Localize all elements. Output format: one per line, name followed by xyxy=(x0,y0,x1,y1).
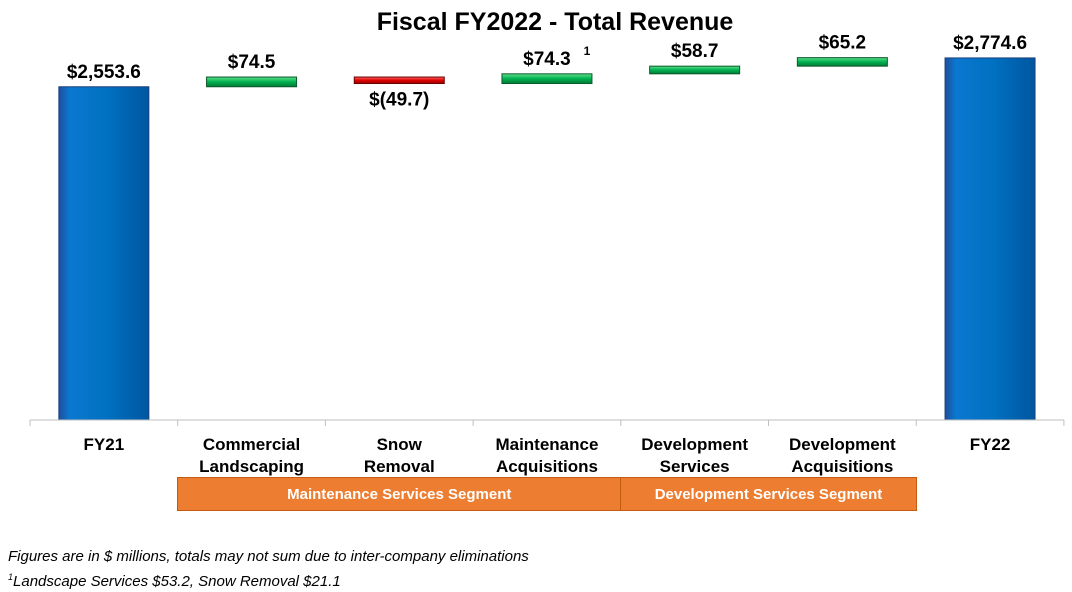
value-label-development-services: $58.7 xyxy=(671,41,719,62)
category-label-development-services: Development Services xyxy=(641,435,748,476)
category-label-fy22: FY22 xyxy=(970,435,1011,454)
value-label-commercial-landscaping: $74.5 xyxy=(228,52,276,73)
bar-maintenance-acquisitions xyxy=(501,73,593,85)
value-label-development-acquisitions: $65.2 xyxy=(819,33,867,54)
bar-commercial-landscaping xyxy=(206,76,298,88)
category-label-commercial-landscaping: Commercial Landscaping xyxy=(199,435,304,476)
category-label-maintenance-acquisitions: Maintenance Acquisitions xyxy=(495,435,598,476)
footnote-ref-maintenance-acquisitions: 1 xyxy=(584,44,591,58)
footnote-breakdown: Landscape Services $53.2, Snow Removal $… xyxy=(13,573,341,590)
bar-fy22 xyxy=(944,57,1036,421)
category-line: FY22 xyxy=(970,435,1011,454)
bar-development-acquisitions xyxy=(796,57,888,67)
category-label-fy21: FY21 xyxy=(84,435,125,454)
category-line: Development xyxy=(641,435,748,454)
footnotes: Figures are in $ millions, totals may no… xyxy=(8,546,529,592)
footnote-marker: 1 xyxy=(8,572,14,582)
category-line: Removal xyxy=(364,457,435,476)
chart-title: Fiscal FY2022 - Total Revenue xyxy=(377,8,734,36)
value-label-fy22: $2,774.6 xyxy=(953,33,1027,54)
category-line: FY21 xyxy=(84,435,125,454)
category-line: Development xyxy=(789,435,896,454)
bar-fy21 xyxy=(58,86,150,421)
category-line: Acquisitions xyxy=(496,457,598,476)
footnote-units: Figures are in $ millions, totals may no… xyxy=(8,548,529,565)
category-line: Commercial xyxy=(203,435,300,454)
category-line: Maintenance xyxy=(495,435,598,454)
bar-snow-removal xyxy=(353,76,445,85)
category-label-development-acquisitions: Development Acquisitions xyxy=(789,435,896,476)
footnote-maintenance-acquisitions: 1Landscape Services $53.2, Snow Removal … xyxy=(8,567,529,592)
value-label-fy21: $2,553.6 xyxy=(67,62,141,83)
category-line: Services xyxy=(660,457,730,476)
value-label-maintenance-acquisitions: $74.3 xyxy=(523,49,571,70)
bar-development-services xyxy=(649,65,741,75)
category-label-snow-removal: Snow Removal xyxy=(364,435,435,476)
category-line: Snow xyxy=(377,435,423,454)
category-line: Landscaping xyxy=(199,457,304,476)
segment-band-development-services-segment: Development Services Segment xyxy=(619,477,918,511)
value-label-snow-removal: $(49.7) xyxy=(369,90,429,111)
segment-band-maintenance-services-segment: Maintenance Services Segment xyxy=(176,477,622,511)
category-line: Acquisitions xyxy=(791,457,893,476)
